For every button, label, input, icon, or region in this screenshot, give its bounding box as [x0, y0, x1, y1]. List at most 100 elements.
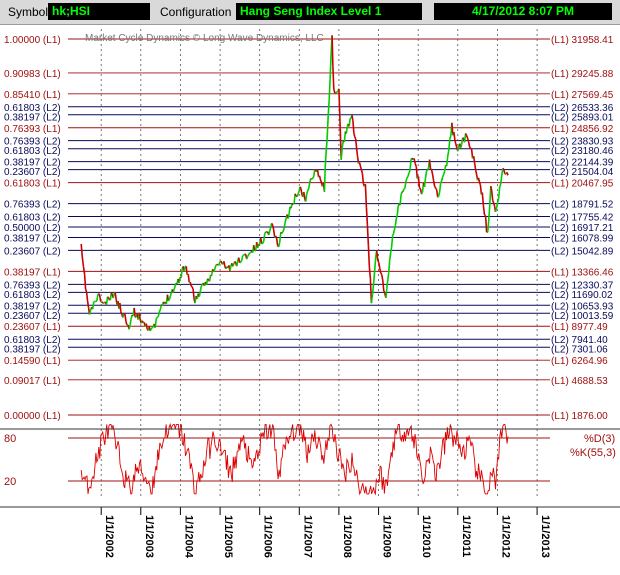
fibonacci-levels: 1.00000 (L1) (L1) 31958.41 0.90983 (L1) (L1…	[4, 35, 614, 422]
date-tick-label: 1/1/2002	[103, 515, 115, 558]
price-segment	[335, 91, 338, 94]
price-segment	[150, 327, 153, 330]
price-segment	[381, 274, 384, 281]
price-segment	[214, 265, 217, 270]
price-segment	[428, 159, 432, 170]
price-segment	[314, 168, 317, 171]
symbol-label: Symbol	[8, 5, 49, 19]
price-segment	[420, 191, 424, 195]
price-segment	[324, 149, 328, 166]
price-segment	[98, 293, 101, 297]
price-segment	[340, 147, 343, 160]
price-segment	[470, 147, 473, 150]
price-segment	[445, 156, 449, 166]
level-ratio-label: 0.61803 (L2)	[4, 103, 61, 114]
price-segment	[390, 235, 394, 248]
price-segment	[169, 292, 173, 297]
price-segment	[460, 137, 464, 145]
price-segment	[267, 231, 271, 236]
symbol-field[interactable]: hk;HSI	[48, 3, 150, 20]
price-segment	[259, 237, 263, 244]
level-ratio-label: 0.09017 (L1)	[4, 376, 61, 387]
price-segment	[490, 185, 493, 191]
price-segment	[387, 272, 390, 280]
level-ratio-label: 0.50000 (L2)	[4, 223, 61, 234]
price-segment	[312, 176, 315, 179]
price-segment	[156, 315, 160, 319]
price-segment	[484, 214, 487, 217]
date-gridlines	[100, 29, 538, 499]
price-segment	[500, 168, 504, 177]
price-segment	[297, 190, 300, 194]
header-bar: Symbol hk;HSI Configuration Hang Seng In…	[0, 0, 620, 25]
level-ratio-label: 0.61803 (L2)	[4, 335, 61, 346]
price-segment	[468, 146, 472, 149]
level-ratio-label: 0.00000 (L1)	[4, 411, 61, 422]
price-segment	[492, 202, 496, 207]
price-segment	[359, 166, 363, 171]
configuration-label: Configuration	[160, 5, 232, 19]
level-value-label: (L2) 22144.39	[551, 158, 614, 169]
price-segment	[190, 285, 193, 288]
price-segment	[333, 88, 336, 94]
price-segment	[185, 266, 188, 275]
price-segment	[370, 294, 374, 304]
price-segment	[435, 187, 438, 191]
date-tick-label: 1/1/2010	[420, 515, 432, 558]
price-segment	[400, 191, 403, 195]
price-segment	[223, 261, 226, 267]
level-ratio-label: 1.00000 (L1)	[4, 35, 61, 46]
level-value-label: (L2) 25893.01	[551, 112, 614, 123]
date-tick-label: 1/1/2005	[222, 515, 234, 558]
price-segment	[307, 182, 311, 189]
price-segment	[388, 252, 392, 261]
price-segment	[329, 53, 332, 80]
price-segment	[464, 133, 468, 137]
price-segment	[88, 310, 92, 315]
price-segment	[326, 115, 329, 138]
price-segment	[465, 135, 469, 139]
price-segment	[377, 260, 380, 263]
price-segment	[252, 244, 256, 252]
stochastic-panel: 80 20 %D(3) %K(55,3)	[4, 422, 616, 496]
price-segment	[402, 188, 405, 193]
price-segment	[343, 131, 347, 143]
price-segment	[375, 250, 379, 261]
level-value-label: (L2) 15042.89	[551, 246, 614, 257]
price-segment	[431, 174, 435, 181]
configuration-field[interactable]: Hang Seng Index Level 1	[236, 3, 422, 20]
price-segment	[311, 177, 314, 180]
price-segment	[467, 141, 471, 148]
price-segment	[405, 177, 408, 182]
price-segment	[261, 240, 265, 244]
price-segment	[486, 220, 490, 233]
price-segment	[437, 195, 440, 198]
stoch-tick-20: 20	[4, 476, 16, 488]
level-ratio-label: 0.61803 (L2)	[4, 146, 61, 157]
price-segment	[490, 190, 494, 201]
level-ratio-label: 0.23607 (L1)	[4, 322, 61, 333]
price-segment	[283, 222, 286, 230]
price-segment	[151, 326, 154, 329]
price-segment	[107, 296, 109, 299]
price-segment	[365, 207, 369, 225]
price-segment	[496, 198, 500, 203]
date-tick-label: 1/1/2012	[499, 515, 511, 558]
price-segment	[482, 205, 486, 216]
price-segment	[91, 301, 95, 310]
price-segment	[300, 188, 303, 196]
price-segment	[86, 300, 90, 308]
price-segment	[138, 312, 141, 320]
chart-title: Market Cycle Dynamics © Long Wave Dynami…	[85, 33, 324, 44]
stochastic-line	[80, 422, 509, 496]
price-segment	[385, 288, 388, 298]
level-ratio-label: 0.76393 (L2)	[4, 200, 61, 211]
price-segment	[271, 225, 275, 231]
price-segment	[383, 290, 386, 294]
price-segment	[305, 190, 309, 195]
price-segment	[494, 207, 498, 213]
price-segment	[263, 231, 267, 235]
price-segment	[345, 126, 349, 134]
level-ratio-label: 0.61803 (L2)	[4, 290, 61, 301]
price-segment	[149, 328, 152, 332]
